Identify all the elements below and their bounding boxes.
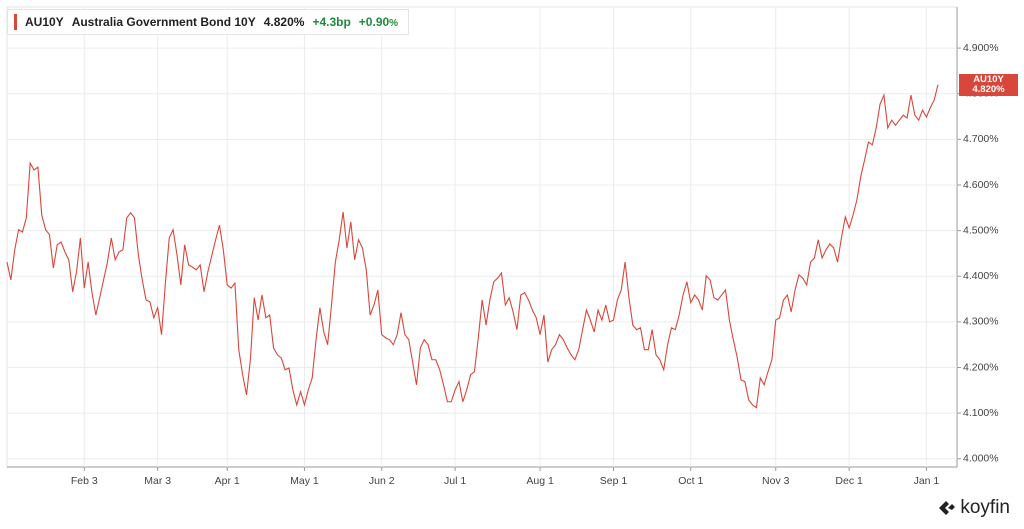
legend-name: Australia Government Bond 10Y [71,15,256,29]
x-tick-label: Jun 2 [369,475,395,487]
brand-icon [939,501,956,515]
last-value-badge: AU10Y 4.820% [959,73,1018,96]
badge-value: 4.820% [972,83,1005,95]
x-tick-label: May 1 [290,475,319,487]
y-tick-label: 4.600% [963,179,999,191]
y-tick-label: 4.900% [963,42,999,54]
legend-change-bp: +4.3bp [312,15,351,29]
x-tick-label: Aug 1 [526,475,554,487]
legend-change-pct-unit: % [389,18,399,29]
y-tick-label: 4.200% [963,361,999,373]
y-tick-label: 4.400% [963,270,999,282]
plot-frame [6,6,958,468]
x-tick-label: Mar 3 [144,475,171,487]
legend: AU10Y Australia Government Bond 10Y 4.82… [7,9,410,35]
x-tick-label: Sep 1 [600,475,628,487]
x-tick-label: Oct 1 [678,475,703,487]
x-tick-label: Feb 3 [71,475,98,487]
x-tick-label: Apr 1 [215,475,240,487]
legend-swatch [14,14,17,30]
x-tick-label: Nov 3 [762,475,790,487]
y-tick-label: 4.000% [963,453,999,465]
legend-change-pct-value: +0.90 [358,15,390,29]
x-tick-label: Jan 1 [914,475,940,487]
legend-last: 4.820% [263,15,305,29]
legend-change-pct: +0.90% [359,15,398,29]
y-tick-label: 4.300% [963,316,999,328]
x-tick-label: Jul 1 [444,475,466,487]
y-tick-label: 4.100% [963,407,999,419]
badge-ticker: AU10Y [973,73,1004,85]
brand: koyfin [936,497,1010,519]
line-series [6,84,939,409]
x-tick-label: Dec 1 [835,475,863,487]
y-tick-label: 4.500% [963,224,999,236]
brand-name: koyfin [960,497,1010,518]
legend-ticker: AU10Y [25,15,64,29]
y-tick-label: 4.700% [963,133,999,145]
